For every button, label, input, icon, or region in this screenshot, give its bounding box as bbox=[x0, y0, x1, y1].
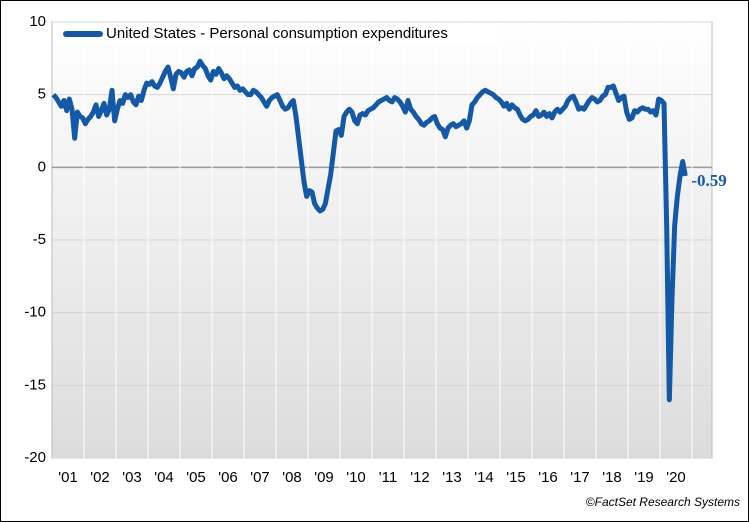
x-tick-label: '13 bbox=[442, 469, 462, 486]
y-tick-label: -5 bbox=[33, 231, 46, 248]
y-tick-label: -20 bbox=[24, 449, 46, 466]
x-tick-label: '05 bbox=[186, 469, 206, 486]
x-tick-label: '19 bbox=[634, 469, 654, 486]
source: ©FactSet Research Systems bbox=[586, 495, 740, 509]
x-tick-label: '10 bbox=[346, 469, 366, 486]
x-tick-label: '17 bbox=[570, 469, 590, 486]
x-tick-label: '04 bbox=[154, 469, 174, 486]
x-tick-label: '08 bbox=[282, 469, 302, 486]
y-tick-label: 0 bbox=[38, 158, 46, 175]
data-label: -0.59 bbox=[691, 171, 726, 190]
y-tick-label: 5 bbox=[38, 86, 46, 103]
x-tick-label: '02 bbox=[90, 469, 110, 486]
x-tick-label: '06 bbox=[218, 469, 238, 486]
x-tick-label: '07 bbox=[250, 469, 270, 486]
x-tick-label: '18 bbox=[602, 469, 622, 486]
legend-box bbox=[58, 23, 500, 45]
x-tick-label: '12 bbox=[410, 469, 430, 486]
x-tick-label: '09 bbox=[314, 469, 334, 486]
x-tick-label: '11 bbox=[379, 469, 397, 486]
x-tick-label: '14 bbox=[474, 469, 494, 486]
legend-label: United States - Personal consumption exp… bbox=[106, 25, 448, 42]
line bbox=[51, 58, 688, 403]
y-tick-label: 10 bbox=[29, 13, 46, 30]
x-tick-label: '20 bbox=[666, 469, 686, 486]
x-tick-label: '16 bbox=[538, 469, 558, 486]
x-tick-label: '15 bbox=[506, 469, 526, 486]
x-tick-label: '03 bbox=[122, 469, 142, 486]
y-tick-label: -10 bbox=[24, 304, 46, 321]
y-tick-label: -15 bbox=[24, 376, 46, 393]
x-tick-label: '01 bbox=[58, 469, 78, 486]
